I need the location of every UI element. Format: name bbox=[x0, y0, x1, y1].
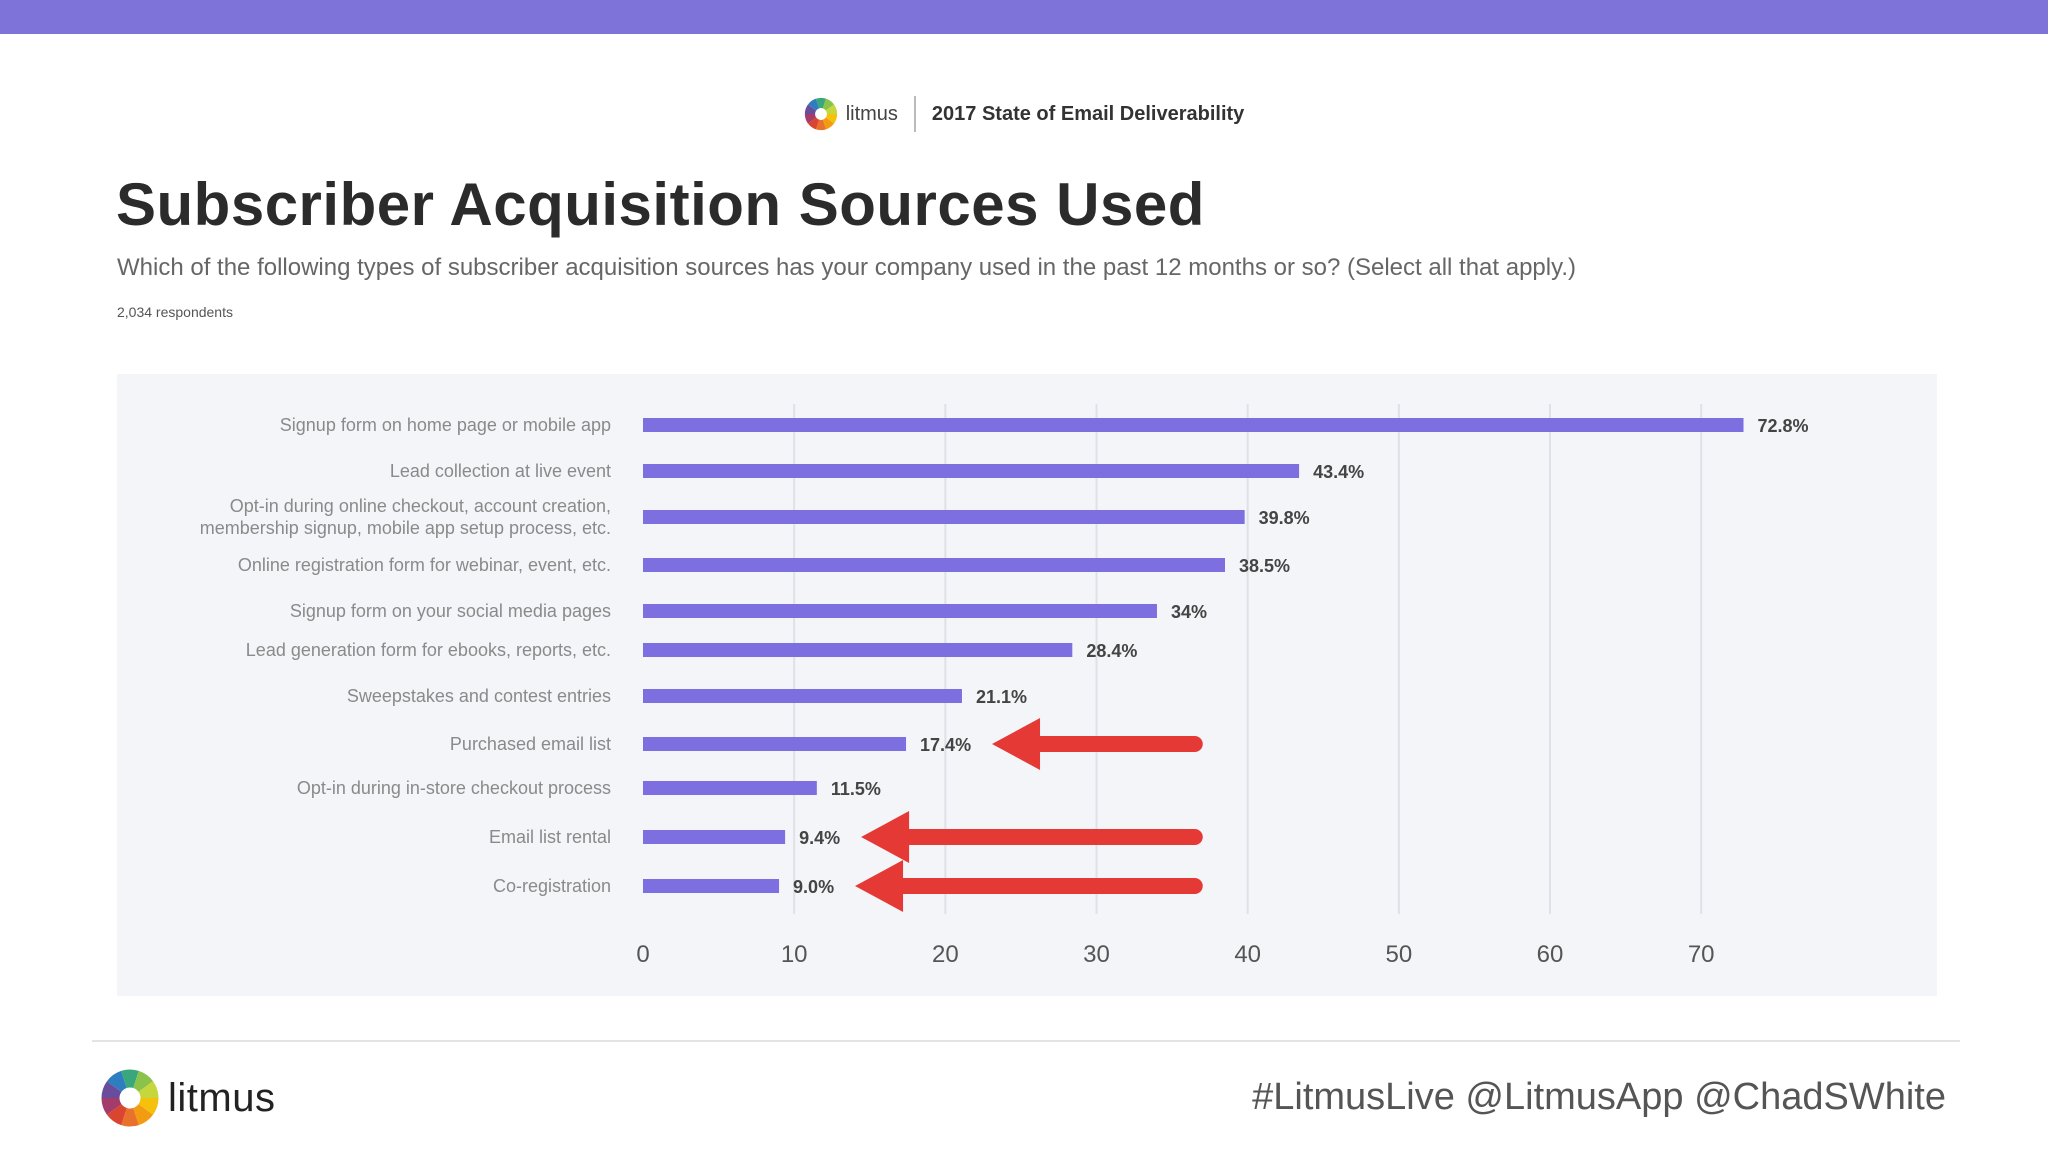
bar bbox=[643, 643, 1073, 657]
category-label-line: Co-registration bbox=[493, 876, 611, 896]
litmus-logo-segment bbox=[807, 98, 819, 111]
bar bbox=[643, 510, 1245, 524]
top-accent-bar bbox=[0, 0, 2048, 34]
header-divider bbox=[913, 96, 916, 132]
chart-subtitle: Which of the following types of subscrib… bbox=[117, 254, 1576, 281]
x-tick-label: 10 bbox=[781, 941, 808, 968]
litmus-logo-segment bbox=[121, 1069, 139, 1089]
litmus-logo-segment bbox=[822, 98, 834, 111]
category-label: Online registration form for webinar, ev… bbox=[238, 555, 611, 575]
category-label-line: Lead generation form for ebooks, reports… bbox=[246, 640, 611, 660]
category-label: Sweepstakes and contest entries bbox=[347, 686, 611, 706]
highlight-arrow-head bbox=[855, 860, 904, 912]
category-label-line: Sweepstakes and contest entries bbox=[347, 686, 611, 706]
respondent-count: 2,034 respondents bbox=[117, 304, 233, 320]
bar bbox=[643, 737, 907, 751]
category-label: Lead collection at live event bbox=[390, 461, 611, 481]
category-label: Co-registration bbox=[493, 876, 611, 896]
category-label: Opt-in during online checkout, account c… bbox=[200, 496, 611, 538]
litmus-logo-segment bbox=[106, 1070, 127, 1092]
category-label-line: Opt-in during in-store checkout process bbox=[297, 778, 611, 798]
bar bbox=[643, 830, 786, 844]
category-label-line: membership signup, mobile app setup proc… bbox=[200, 518, 611, 538]
litmus-logo-icon bbox=[101, 1069, 159, 1127]
value-label: 11.5% bbox=[831, 779, 881, 799]
category-label: Signup form on home page or mobile app bbox=[280, 415, 611, 435]
category-label-line: Online registration form for webinar, ev… bbox=[238, 555, 611, 575]
x-tick-label: 60 bbox=[1537, 941, 1564, 968]
highlight-arrow-head bbox=[992, 718, 1041, 770]
x-tick-label: 20 bbox=[932, 941, 959, 968]
litmus-logo-segment bbox=[822, 117, 834, 130]
bar bbox=[643, 781, 817, 795]
value-label: 21.1% bbox=[976, 687, 1027, 707]
category-label: Email list rental bbox=[489, 827, 611, 847]
value-label: 9.0% bbox=[793, 877, 834, 897]
litmus-logo-segment bbox=[815, 119, 826, 131]
bar bbox=[643, 604, 1157, 618]
footer-tagline: #LitmusLive @LitmusApp @ChadSWhite bbox=[1252, 1076, 1946, 1118]
litmus-logo-segment bbox=[133, 1104, 154, 1126]
footer-brand: litmus bbox=[100, 1068, 275, 1128]
category-label: Opt-in during in-store checkout process bbox=[297, 778, 611, 798]
litmus-logo-segment bbox=[101, 1098, 122, 1115]
value-label: 38.5% bbox=[1239, 556, 1290, 576]
x-tick-label: 50 bbox=[1385, 941, 1412, 968]
litmus-logo-segment bbox=[825, 114, 837, 124]
x-tick-label: 0 bbox=[636, 941, 649, 968]
category-label-line: Opt-in during online checkout, account c… bbox=[230, 496, 611, 516]
report-header: litmus 2017 State of Email Deliverabilit… bbox=[0, 86, 2048, 142]
litmus-logo-segment bbox=[815, 97, 826, 109]
litmus-logo-segment bbox=[804, 114, 816, 124]
category-label-line: Purchased email list bbox=[450, 734, 611, 754]
category-label-line: Signup form on home page or mobile app bbox=[280, 415, 611, 435]
category-label-line: Signup form on your social media pages bbox=[290, 601, 611, 621]
header-brand-name: litmus bbox=[845, 102, 898, 125]
litmus-logo-segment bbox=[807, 117, 819, 130]
x-tick-label: 40 bbox=[1234, 941, 1261, 968]
value-label: 17.4% bbox=[920, 735, 971, 755]
bar bbox=[643, 418, 1744, 432]
litmus-logo-segment bbox=[138, 1081, 159, 1098]
value-label: 28.4% bbox=[1086, 641, 1137, 661]
category-label-line: Email list rental bbox=[489, 827, 611, 847]
bar bbox=[643, 879, 780, 893]
value-label: 9.4% bbox=[799, 828, 840, 848]
bar bbox=[643, 464, 1300, 478]
litmus-logo-segment bbox=[138, 1098, 159, 1115]
litmus-logo-segment bbox=[101, 1081, 122, 1098]
x-tick-label: 30 bbox=[1083, 941, 1110, 968]
footer-divider bbox=[92, 1040, 1960, 1042]
bar bbox=[643, 689, 962, 703]
value-label: 39.8% bbox=[1259, 508, 1310, 528]
value-label: 43.4% bbox=[1313, 462, 1364, 482]
litmus-logo-icon bbox=[804, 97, 837, 131]
category-label: Lead generation form for ebooks, reports… bbox=[246, 640, 611, 660]
category-label-line: Lead collection at live event bbox=[390, 461, 611, 481]
x-tick-label: 70 bbox=[1688, 941, 1715, 968]
value-label: 34% bbox=[1171, 602, 1207, 622]
bar-chart: 0 10 20 30 40 50 60 70 Signup form on home page … bbox=[200, 404, 1809, 968]
footer-brand-name: litmus bbox=[168, 1075, 276, 1120]
litmus-logo-segment bbox=[121, 1107, 139, 1127]
category-label: Signup form on your social media pages bbox=[290, 601, 611, 621]
chart-panel: 0 10 20 30 40 50 60 70 Signup form on home page … bbox=[117, 374, 1937, 996]
report-title: 2017 State of Email Deliverability bbox=[931, 102, 1245, 125]
chart-title: Subscriber Acquisition Sources Used bbox=[116, 171, 1205, 238]
litmus-logo-segment bbox=[106, 1104, 127, 1126]
litmus-logo-segment bbox=[804, 104, 816, 114]
category-label: Purchased email list bbox=[450, 734, 611, 754]
value-label: 72.8% bbox=[1758, 416, 1809, 436]
litmus-logo-segment bbox=[133, 1070, 154, 1092]
bar bbox=[643, 558, 1225, 572]
litmus-logo-segment bbox=[825, 104, 837, 114]
header-brand: litmus bbox=[804, 97, 898, 131]
highlight-arrow-head bbox=[861, 811, 910, 863]
